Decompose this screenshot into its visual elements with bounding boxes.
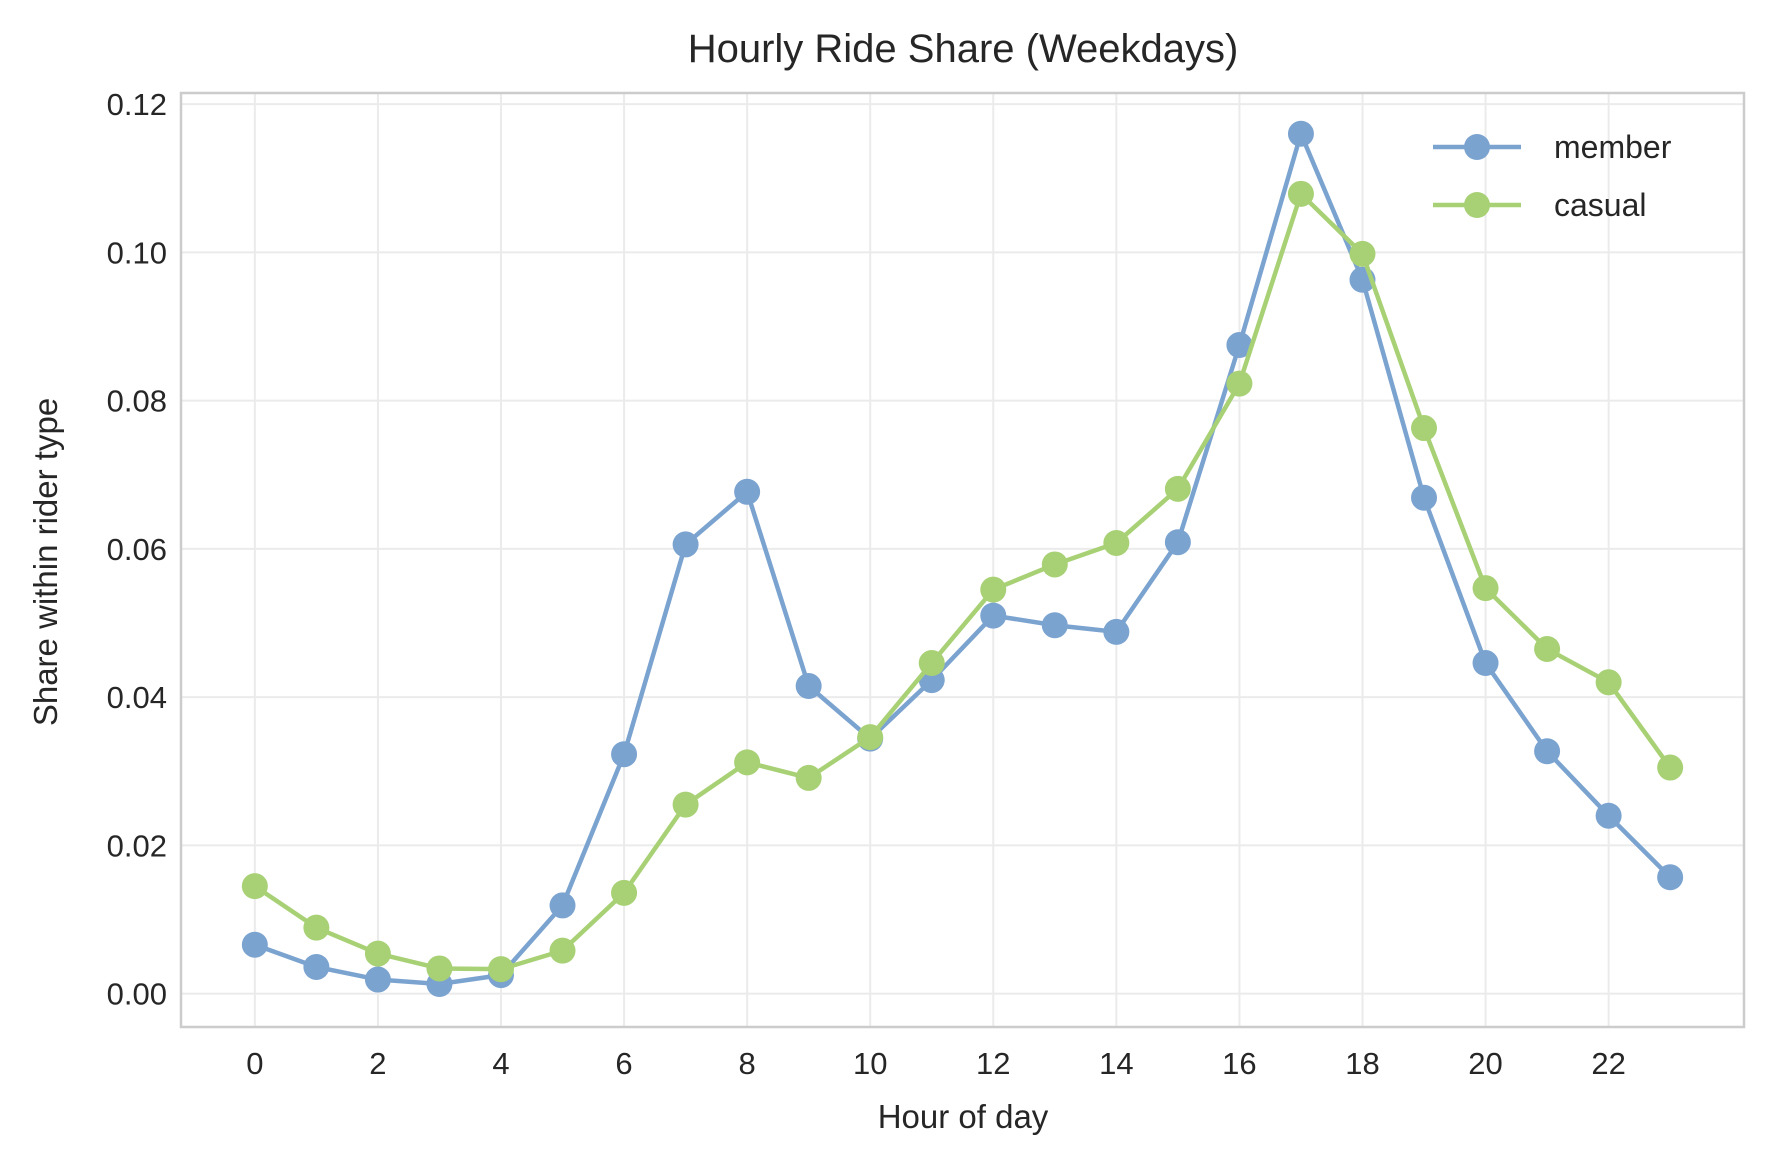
data-point-member <box>364 966 391 993</box>
y-tick-label: 0.10 <box>107 235 167 270</box>
data-point-casual <box>364 940 391 967</box>
series-casual <box>241 180 1684 983</box>
x-tick-label: 0 <box>246 1046 263 1081</box>
x-tick-label: 18 <box>1345 1046 1379 1081</box>
legend-label: member <box>1554 129 1672 165</box>
data-point-member <box>1534 738 1561 765</box>
plot-frame <box>179 91 1746 1029</box>
legend-marker <box>1464 134 1490 160</box>
legend-item-member: member <box>1433 129 1672 165</box>
y-tick-label: 0.06 <box>107 532 167 567</box>
y-axis-label: Share within rider type <box>27 398 64 726</box>
legend-marker <box>1464 192 1490 218</box>
x-tick-label: 8 <box>739 1046 756 1081</box>
data-point-member <box>1657 864 1684 891</box>
legend: member casual <box>1433 129 1672 223</box>
data-point-casual <box>611 879 638 906</box>
data-point-member <box>1041 612 1068 639</box>
data-point-casual <box>1041 551 1068 578</box>
y-tick-label: 0.02 <box>107 828 167 863</box>
data-point-member <box>241 931 268 958</box>
x-tick-label: 14 <box>1099 1046 1133 1081</box>
data-point-casual <box>980 576 1007 603</box>
data-point-casual <box>672 791 699 818</box>
x-axis-label: Hour of day <box>878 1098 1049 1135</box>
data-point-casual <box>918 650 945 677</box>
data-point-casual <box>1287 180 1314 207</box>
data-point-member <box>1287 120 1314 147</box>
data-point-member <box>795 673 822 700</box>
data-point-casual <box>1534 635 1561 662</box>
y-tick-label: 0.04 <box>107 680 167 715</box>
data-point-member <box>549 892 576 919</box>
data-point-member <box>734 478 761 505</box>
data-point-casual <box>1103 529 1130 556</box>
legend-label: casual <box>1554 187 1647 223</box>
data-point-casual <box>1472 575 1499 602</box>
y-tick-label: 0.08 <box>107 384 167 419</box>
data-point-casual <box>1164 475 1191 502</box>
x-tick-label: 6 <box>615 1046 632 1081</box>
x-tick-label: 22 <box>1591 1046 1625 1081</box>
data-point-casual <box>241 873 268 900</box>
grid-layer <box>181 93 1744 1027</box>
data-point-casual <box>1657 754 1684 781</box>
data-point-casual <box>857 724 884 751</box>
data-point-member <box>672 531 699 558</box>
x-tick-label: 12 <box>976 1046 1010 1081</box>
series-layer <box>241 120 1684 998</box>
x-tick-label: 20 <box>1468 1046 1502 1081</box>
data-point-casual <box>1226 370 1253 397</box>
data-point-casual <box>426 955 453 982</box>
data-point-casual <box>549 937 576 964</box>
data-point-casual <box>303 914 330 941</box>
data-point-member <box>303 953 330 980</box>
x-tick-label: 2 <box>369 1046 386 1081</box>
data-point-member <box>980 602 1007 629</box>
y-tick-label: 0.00 <box>107 977 167 1012</box>
data-point-member <box>1103 618 1130 645</box>
x-tick-label: 4 <box>492 1046 509 1081</box>
tick-labels: 0 2 4 6 8 10 12 14 16 18 20 22 0.00 0.02 0.04 0.06 0.08 0… <box>107 87 1626 1081</box>
legend-item-casual: casual <box>1433 187 1647 223</box>
x-tick-label: 10 <box>853 1046 887 1081</box>
data-point-casual <box>1349 240 1376 267</box>
data-point-member <box>1595 802 1622 829</box>
data-point-member <box>1411 484 1438 511</box>
chart-title: Hourly Ride Share (Weekdays) <box>688 27 1239 71</box>
data-point-casual <box>1411 415 1438 442</box>
y-tick-label: 0.12 <box>107 87 167 122</box>
data-point-member <box>1472 650 1499 677</box>
data-point-casual <box>487 956 514 983</box>
data-point-member <box>1226 332 1253 359</box>
data-point-casual <box>734 749 761 776</box>
x-tick-label: 16 <box>1222 1046 1256 1081</box>
data-point-member <box>1164 529 1191 556</box>
data-point-member <box>611 741 638 768</box>
data-point-casual <box>1595 669 1622 696</box>
data-point-casual <box>795 764 822 791</box>
